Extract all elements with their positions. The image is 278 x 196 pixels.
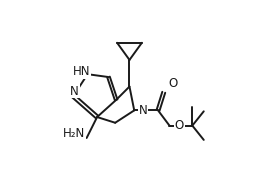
Text: HN: HN (73, 65, 90, 78)
Text: N: N (70, 85, 79, 98)
Text: H₂N: H₂N (63, 127, 85, 140)
Text: N: N (139, 104, 148, 117)
Text: O: O (168, 77, 178, 90)
Text: O: O (175, 119, 184, 132)
